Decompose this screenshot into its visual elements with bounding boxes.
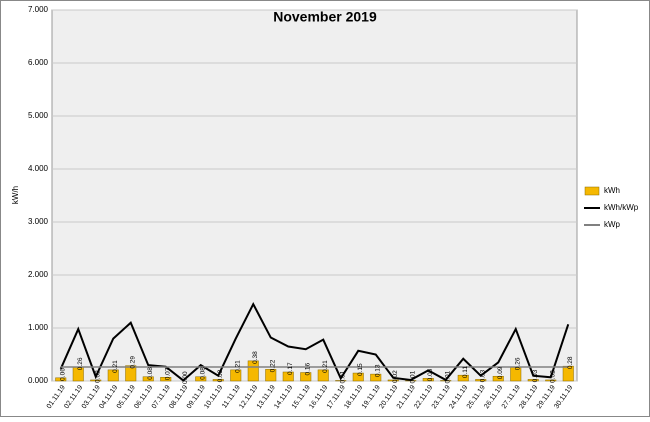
data-label: 0.00 xyxy=(182,371,189,384)
legend-swatch xyxy=(584,186,600,196)
data-label: 0.26 xyxy=(77,357,84,370)
data-label: 0.03 xyxy=(217,369,224,382)
y-tick-label: 1.000 xyxy=(28,323,49,332)
bar xyxy=(212,379,224,382)
bar xyxy=(107,369,119,382)
y-tick-label: 4.000 xyxy=(28,164,49,173)
y-tick-label: 7.000 xyxy=(28,5,49,14)
bar xyxy=(265,369,277,382)
legend-label: kWh/kWp xyxy=(604,203,639,212)
chart-title: November 2019 xyxy=(273,9,377,25)
bar xyxy=(230,369,242,382)
bar xyxy=(370,373,382,382)
bar xyxy=(475,379,487,382)
bar xyxy=(125,365,137,382)
bar xyxy=(142,376,154,382)
y-tick-label: 2.000 xyxy=(28,270,49,279)
data-label: 0.01 xyxy=(409,370,416,383)
y-tick-label: 5.000 xyxy=(28,111,49,120)
y-tick-label: 6.000 xyxy=(28,58,49,67)
data-label: 0.07 xyxy=(164,367,171,380)
y-axis-label: kW/h xyxy=(11,186,20,204)
data-label: 0.05 xyxy=(427,368,434,381)
data-label: 0.02 xyxy=(392,370,399,383)
bar xyxy=(160,377,172,382)
legend-label: kWh xyxy=(604,186,620,195)
line-series xyxy=(59,301,570,382)
bar xyxy=(282,371,294,382)
bar xyxy=(492,375,504,382)
bar xyxy=(195,376,207,382)
data-label: 0.15 xyxy=(357,363,364,376)
bar xyxy=(247,360,259,382)
data-label: 0.26 xyxy=(514,357,521,370)
bar xyxy=(90,379,102,382)
data-label: 0.02 xyxy=(549,370,556,383)
data-label: 0.03 xyxy=(532,369,539,382)
data-label: 0.21 xyxy=(112,360,119,373)
data-label: 0.08 xyxy=(147,367,154,380)
data-label: 0.16 xyxy=(304,362,311,375)
data-label: 0.01 xyxy=(444,370,451,383)
bar xyxy=(300,372,312,382)
data-label: 0.09 xyxy=(497,366,504,379)
bar xyxy=(352,372,364,382)
bar xyxy=(562,365,574,382)
data-label: 0.08 xyxy=(199,367,206,380)
plot-area xyxy=(51,9,578,382)
data-label: 0.13 xyxy=(374,364,381,377)
data-label: 0.21 xyxy=(322,360,329,373)
data-label: 0.38 xyxy=(252,351,259,364)
legend-label: kWp xyxy=(604,220,621,229)
y-tick-label: 3.000 xyxy=(28,217,49,226)
data-label: 0.11 xyxy=(462,366,469,379)
bar xyxy=(457,374,469,382)
bar xyxy=(55,377,67,382)
data-label: 0.22 xyxy=(269,359,276,372)
data-label: 0.28 xyxy=(567,356,574,369)
data-label: 0.06 xyxy=(59,368,66,381)
data-label: 0.01 xyxy=(339,370,346,383)
data-label: 0.21 xyxy=(234,360,241,373)
bar xyxy=(387,379,399,382)
data-label: 0.02 xyxy=(94,370,101,383)
bar xyxy=(545,379,557,382)
bar xyxy=(335,380,347,382)
data-label: 0.03 xyxy=(479,369,486,382)
data-label: 0.17 xyxy=(287,362,294,375)
y-tick-label: 0.000 xyxy=(28,376,49,385)
bar xyxy=(317,369,329,382)
bar xyxy=(527,379,539,382)
bar xyxy=(422,378,434,382)
data-label: 0.29 xyxy=(129,356,136,369)
